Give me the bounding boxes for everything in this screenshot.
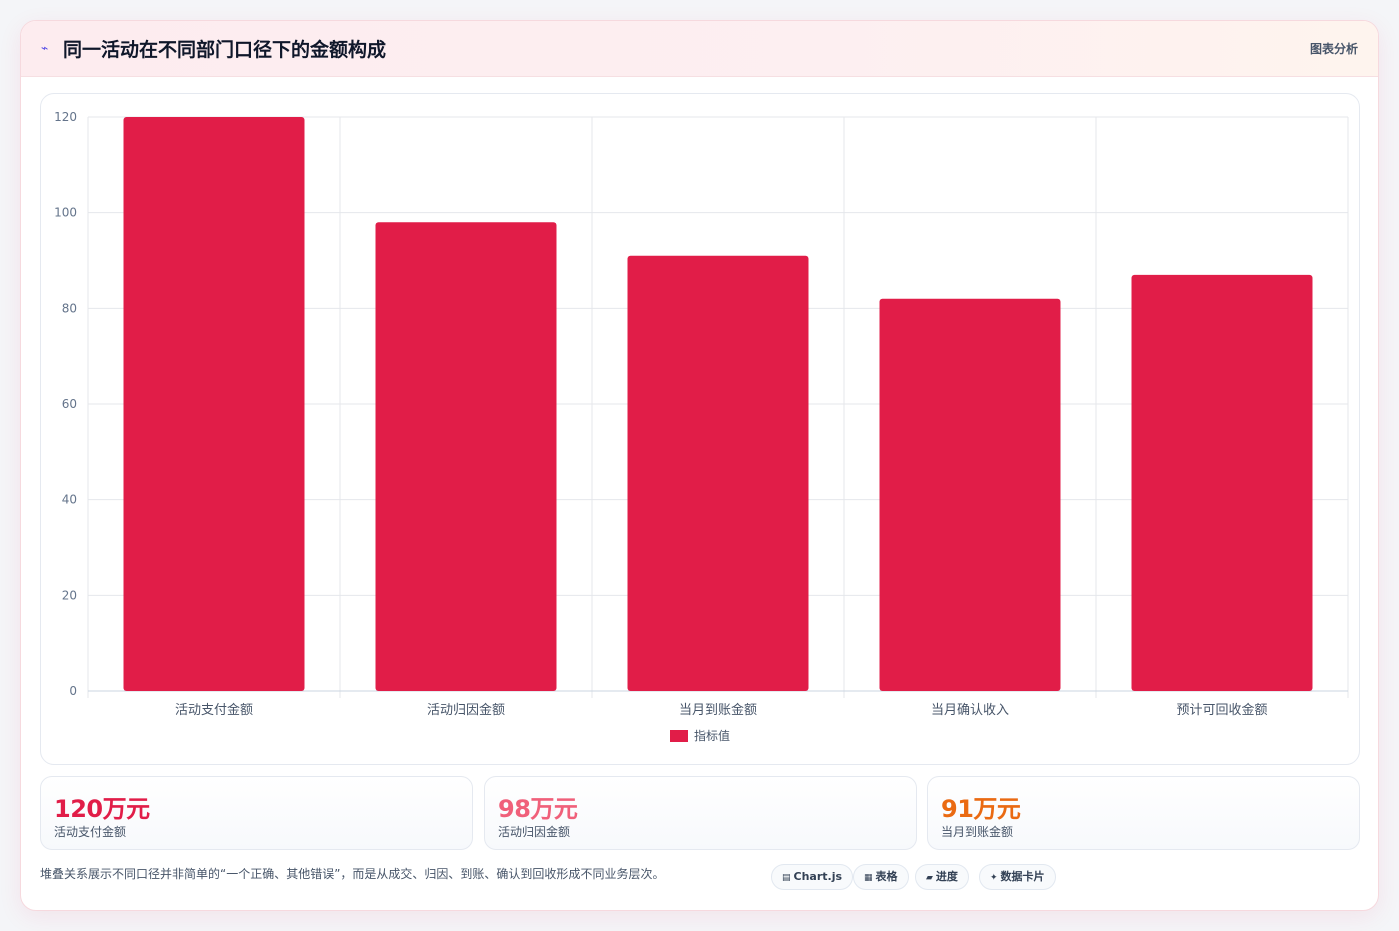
bar — [1131, 274, 1313, 691]
stat-value: 98万元 — [498, 795, 578, 823]
stat-label: 活动归因金额 — [498, 825, 571, 839]
y-tick-label: 40 — [62, 493, 77, 507]
stat-value: 120万元 — [54, 795, 150, 823]
stat-card: 98万元 活动归因金额 — [484, 776, 917, 850]
chip-label: 进度 — [935, 870, 958, 883]
bar — [123, 117, 305, 691]
stat-card: 91万元 当月到账金额 — [927, 776, 1360, 850]
chart-panel: 0 20 40 60 80 100 120 活动支付金额 活动归因金额 当月到账金额 当月确认收入 预… — [40, 93, 1360, 765]
y-tick-label: 100 — [54, 206, 77, 220]
chip-chartjs[interactable]: ▤ Chart.js — [771, 864, 854, 890]
chart-analysis-button[interactable]: 图表分析 — [1309, 42, 1358, 56]
stat-label: 当月到账金额 — [941, 825, 1014, 839]
bar-chart: 0 20 40 60 80 100 120 活动支付金额 活动归因金额 当月到账金额 当月确认收入 预… — [54, 110, 1349, 743]
x-tick-label: 预计可回收金额 — [1176, 702, 1267, 718]
chart-icon: ▤ — [782, 873, 791, 883]
progress-icon: ▰ — [926, 873, 933, 883]
y-tick-label: 0 — [69, 684, 77, 698]
page-title: 同一活动在不同部门口径下的金额构成 — [63, 39, 387, 61]
x-tick-label: 当月到账金额 — [679, 702, 757, 718]
footnote: 堆叠关系展示不同口径并非简单的“一个正确、其他错误”，而是从成交、归因、到账、确… — [40, 867, 665, 881]
x-tick-label: 活动支付金额 — [175, 702, 253, 718]
chip-progress[interactable]: ▰ 进度 — [915, 864, 969, 890]
bar — [627, 255, 809, 691]
chip-label: 表格 — [875, 870, 898, 883]
legend-swatch — [670, 730, 688, 742]
legend-label: 指标值 — [694, 728, 730, 743]
y-tick-label: 80 — [62, 301, 77, 315]
x-tick-label: 活动归因金额 — [427, 702, 505, 718]
bar — [879, 298, 1061, 691]
stat-value: 91万元 — [941, 795, 1021, 823]
y-tick-label: 120 — [54, 110, 77, 124]
stat-card: 120万元 活动支付金额 — [40, 776, 473, 850]
chart-card: ⌁ 同一活动在不同部门口径下的金额构成 图表分析 0 20 40 60 80 100 120… — [20, 20, 1379, 911]
card-header: ⌁ 同一活动在不同部门口径下的金额构成 图表分析 — [21, 21, 1378, 77]
y-tick-label: 60 — [62, 397, 77, 411]
chip-data-card[interactable]: ✦ 数据卡片 — [979, 864, 1056, 890]
y-tick-label: 20 — [62, 588, 77, 602]
stat-label: 活动支付金额 — [54, 825, 127, 839]
chip-label: Chart.js — [793, 870, 843, 883]
table-icon: ▦ — [864, 873, 873, 883]
sparkle-icon: ✦ — [990, 873, 998, 883]
bar — [375, 222, 557, 691]
chip-label: 数据卡片 — [1000, 870, 1045, 883]
x-tick-label: 当月确认收入 — [931, 703, 1009, 718]
chip-table[interactable]: ▦ 表格 — [853, 864, 909, 890]
trend-icon: ⌁ — [41, 41, 49, 55]
